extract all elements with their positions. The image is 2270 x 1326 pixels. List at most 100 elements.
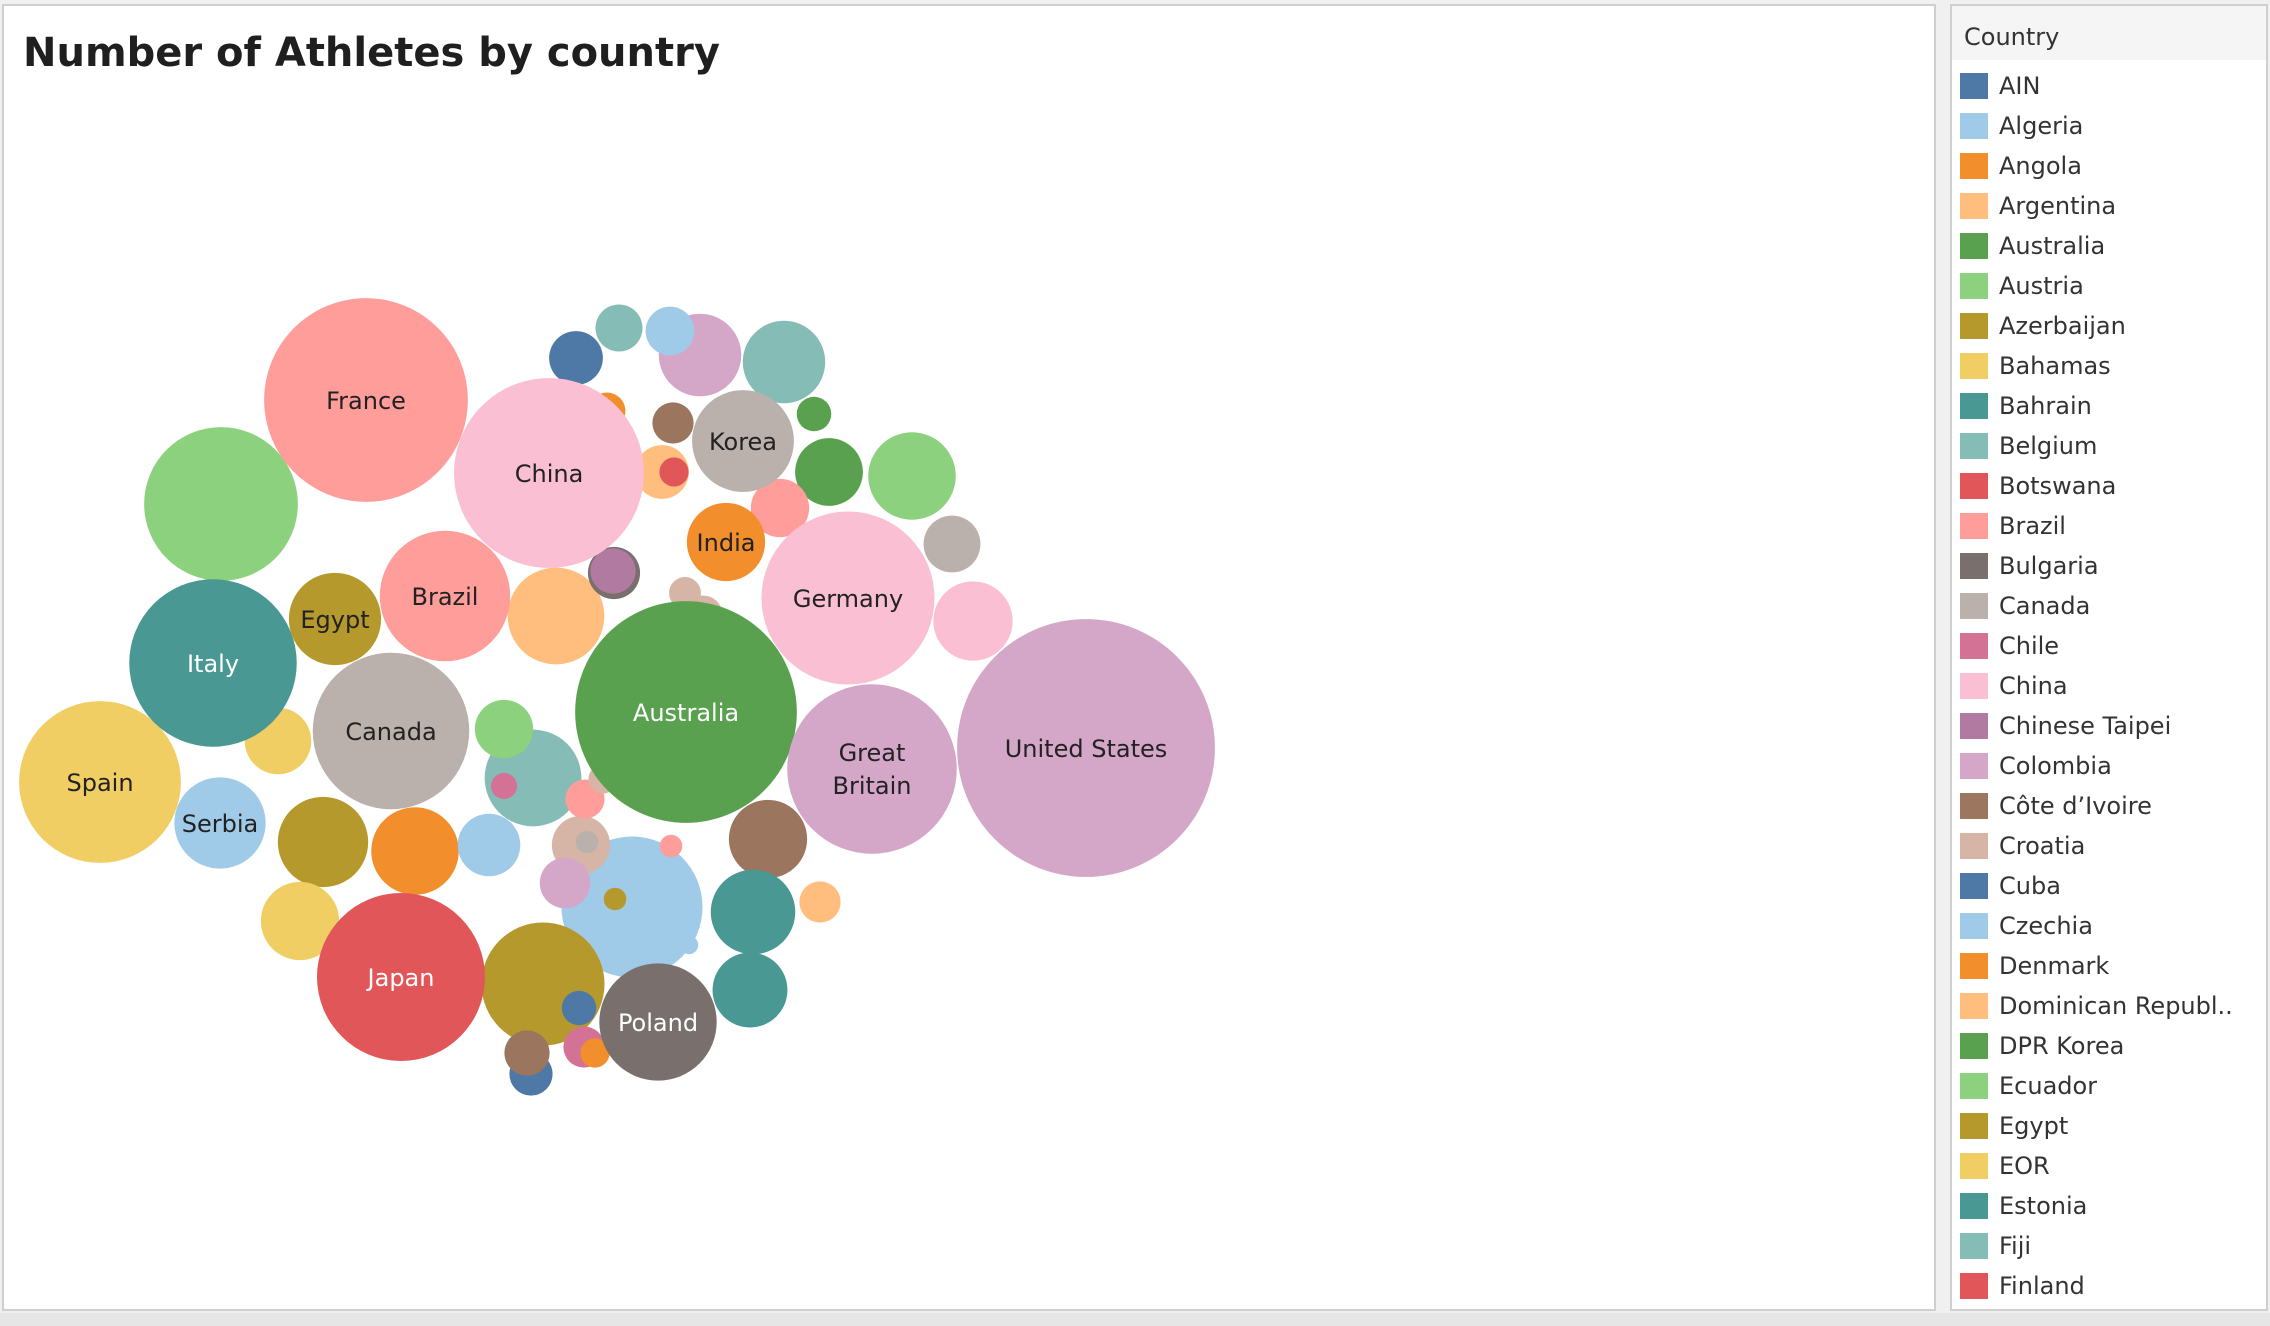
bubble[interactable] <box>507 567 605 665</box>
bubble-canada[interactable] <box>312 652 470 810</box>
legend-label: Czechia <box>1999 912 2093 940</box>
bubble[interactable] <box>539 857 591 909</box>
legend-label: Fiji <box>1999 1232 2032 1260</box>
legend-item[interactable]: Botswana <box>1952 466 2266 506</box>
bubble[interactable] <box>659 834 683 858</box>
bubble-egypt[interactable] <box>288 572 382 666</box>
bubble-india[interactable] <box>686 502 766 582</box>
bubble[interactable] <box>742 320 826 404</box>
bubble-italy[interactable] <box>129 579 297 747</box>
bubble[interactable] <box>799 881 841 923</box>
bubble-china[interactable] <box>454 378 644 568</box>
legend-item[interactable]: Denmark <box>1952 946 2266 986</box>
legend-item[interactable]: Dominican Republ.. <box>1952 986 2266 1026</box>
legend-item[interactable]: Bulgaria <box>1952 546 2266 586</box>
bubble[interactable] <box>504 1030 550 1076</box>
legend-item[interactable]: Algeria <box>1952 106 2266 146</box>
legend-item[interactable]: Estonia <box>1952 1186 2266 1226</box>
legend-swatch <box>1960 273 1988 299</box>
bubble[interactable] <box>645 306 695 356</box>
legend-item[interactable]: Fiji <box>1952 1226 2266 1266</box>
bubble-label: Brazil <box>412 583 479 611</box>
bubble-poland[interactable] <box>599 963 717 1081</box>
bubble-serbia[interactable] <box>174 777 266 869</box>
bubble[interactable] <box>710 869 796 955</box>
legend-item[interactable]: Argentina <box>1952 186 2266 226</box>
legend-label: Belgium <box>1999 432 2098 460</box>
bubble[interactable] <box>679 935 699 955</box>
bubble[interactable] <box>371 807 459 895</box>
bubble[interactable] <box>561 836 703 978</box>
legend-item[interactable]: Chinese Taipei <box>1952 706 2266 746</box>
bubble-brazil[interactable] <box>379 530 511 662</box>
legend-item[interactable]: China <box>1952 666 2266 706</box>
bubble[interactable] <box>923 515 981 573</box>
bubble-australia[interactable] <box>575 601 797 823</box>
legend-label: Croatia <box>1999 832 2086 860</box>
legend-swatch <box>1960 513 1988 539</box>
bubble[interactable] <box>659 457 689 487</box>
bubble-label: India <box>697 529 756 557</box>
legend-item[interactable]: Egypt <box>1952 1106 2266 1146</box>
legend-item[interactable]: Bahrain <box>1952 386 2266 426</box>
legend-label: Dominican Republ.. <box>1999 992 2233 1020</box>
legend-item[interactable]: Australia <box>1952 226 2266 266</box>
legend-item[interactable]: Canada <box>1952 586 2266 626</box>
bubble-united-states[interactable] <box>957 619 1215 877</box>
legend-item[interactable]: Colombia <box>1952 746 2266 786</box>
legend-item[interactable]: DPR Korea <box>1952 1026 2266 1066</box>
legend-swatch <box>1960 1233 1988 1259</box>
legend-item[interactable]: Austria <box>1952 266 2266 306</box>
bubble[interactable] <box>590 548 636 594</box>
bubble[interactable] <box>457 813 521 877</box>
legend-list[interactable]: AIN Algeria Angola Argentina Australia Austri… <box>1952 60 2266 1306</box>
bubble[interactable] <box>561 990 597 1026</box>
legend-item[interactable]: Côte d’Ivoire <box>1952 786 2266 826</box>
bubble[interactable] <box>260 881 340 961</box>
bubble[interactable] <box>277 796 369 888</box>
bubble[interactable] <box>144 427 298 581</box>
bubble[interactable] <box>474 699 534 759</box>
legend-panel[interactable]: Country AIN Algeria Angola Argentina Austral… <box>1950 4 2268 1311</box>
bubble-japan[interactable] <box>316 892 486 1062</box>
bubble-great-britain[interactable] <box>787 684 957 854</box>
legend-item[interactable]: Finland <box>1952 1266 2266 1306</box>
bubble-germany[interactable] <box>761 511 935 685</box>
bubble-korea[interactable] <box>692 390 794 492</box>
bubble[interactable] <box>575 830 599 854</box>
bubble-spain[interactable] <box>19 701 181 863</box>
legend-item[interactable]: Chile <box>1952 626 2266 666</box>
bubble[interactable] <box>669 577 701 609</box>
bubble[interactable] <box>603 887 627 911</box>
legend-item[interactable]: AIN <box>1952 66 2266 106</box>
legend-item[interactable]: EOR <box>1952 1146 2266 1186</box>
bubble[interactable] <box>490 772 518 800</box>
bubble-label: Australia <box>633 699 739 727</box>
legend-item[interactable]: Croatia <box>1952 826 2266 866</box>
bubble[interactable] <box>728 799 808 879</box>
legend-item[interactable]: Bahamas <box>1952 346 2266 386</box>
legend-label: Côte d’Ivoire <box>1999 792 2152 820</box>
legend-item[interactable]: Czechia <box>1952 906 2266 946</box>
bubble[interactable] <box>750 478 810 538</box>
bubble[interactable] <box>580 1038 610 1068</box>
bubble[interactable] <box>933 581 1013 661</box>
bubble-france[interactable] <box>264 298 468 502</box>
bubble[interactable] <box>595 304 643 352</box>
chart-panel: United States Australia France China Germany… <box>2 4 1936 1311</box>
legend-item[interactable]: Cuba <box>1952 866 2266 906</box>
bubble[interactable] <box>652 402 694 444</box>
bubble[interactable] <box>868 432 956 520</box>
legend-swatch <box>1960 313 1988 339</box>
bubble[interactable] <box>796 396 832 432</box>
legend-item[interactable]: Ecuador <box>1952 1066 2266 1106</box>
legend-swatch <box>1960 913 1988 939</box>
legend-label: Brazil <box>1999 512 2066 540</box>
legend-item[interactable]: Belgium <box>1952 426 2266 466</box>
legend-item[interactable]: Azerbaijan <box>1952 306 2266 346</box>
bubble[interactable] <box>712 952 788 1028</box>
legend-item[interactable]: Brazil <box>1952 506 2266 546</box>
bubble[interactable] <box>795 438 863 506</box>
legend-item[interactable]: Angola <box>1952 146 2266 186</box>
bubble[interactable] <box>549 331 603 385</box>
